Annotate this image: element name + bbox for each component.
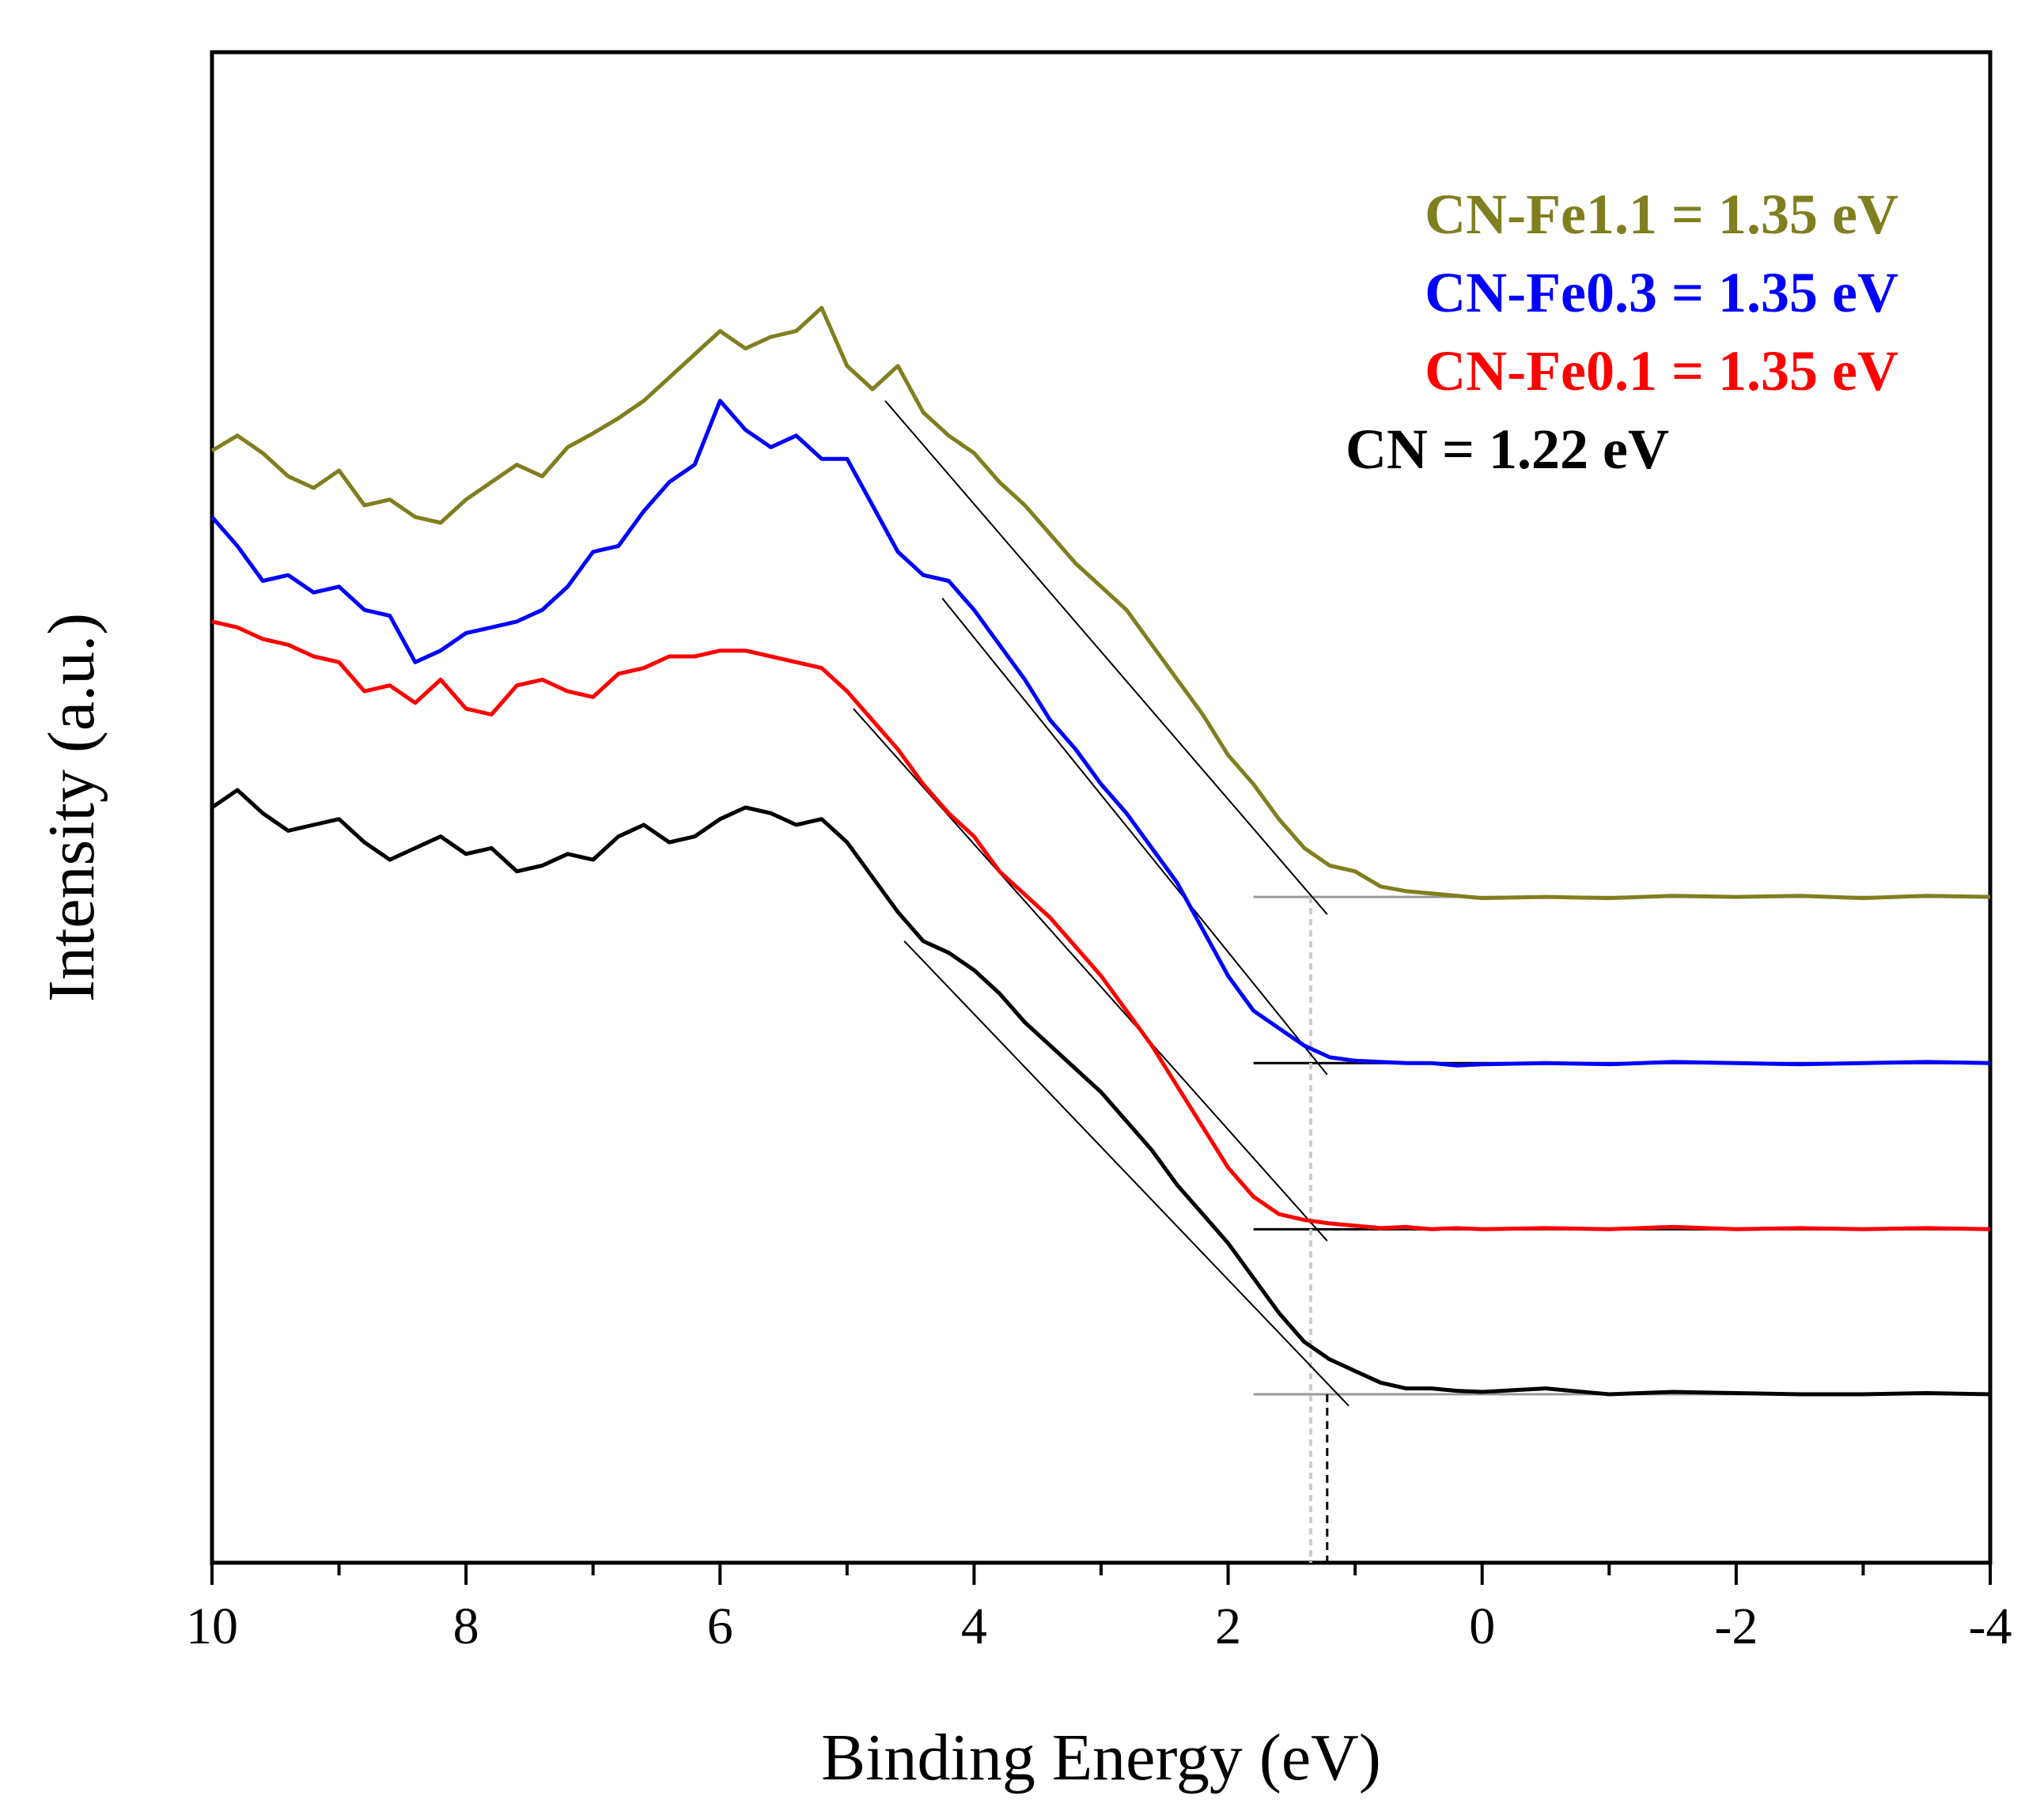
x-tick-label: 0 xyxy=(1469,1598,1495,1655)
x-tick-label: 4 xyxy=(961,1598,987,1655)
series-line-cn xyxy=(210,788,1991,1397)
legend-entry-cn-fe0-3: CN-Fe0.3 = 1.35 eV xyxy=(1425,261,1898,324)
legend-entry-cn-fe0-1: CN-Fe0.1 = 1.35 eV xyxy=(1425,339,1898,403)
x-tick-label: 10 xyxy=(186,1598,238,1655)
legend: CN-Fe1.1 = 1.35 eV CN-Fe0.3 = 1.35 eV CN… xyxy=(1346,183,1898,481)
series-line-cn-fe0-3 xyxy=(210,399,1991,1068)
series-line-cn-fe0-1 xyxy=(211,619,1991,1231)
x-tick-label: -2 xyxy=(1714,1598,1758,1655)
tick-labels: 10 8 6 4 2 0 -2 -4 xyxy=(186,1598,2012,1655)
x-tick-label: -4 xyxy=(1969,1598,2012,1655)
x-tick-label: 8 xyxy=(453,1598,479,1655)
legend-entry-cn: CN = 1.22 eV xyxy=(1346,418,1669,481)
x-tick-label: 2 xyxy=(1215,1598,1241,1655)
tick-marks xyxy=(210,1563,1992,1585)
fit-line-cn-fe0-3 xyxy=(941,597,1328,1076)
x-tick-label: 6 xyxy=(707,1598,733,1655)
series-lines xyxy=(210,305,1991,1397)
y-axis-title: Intensity (a.u.) xyxy=(35,613,108,1002)
legend-entry-cn-fe1-1: CN-Fe1.1 = 1.35 eV xyxy=(1425,183,1898,246)
fit-line-cn-fe1-1 xyxy=(884,400,1328,915)
fit-line-cn xyxy=(903,940,1349,1407)
fit-lines xyxy=(853,400,1349,1407)
x-axis-title: Binding Energy (eV) xyxy=(821,1721,1381,1794)
series-line-cn-fe1-1 xyxy=(210,305,1991,901)
